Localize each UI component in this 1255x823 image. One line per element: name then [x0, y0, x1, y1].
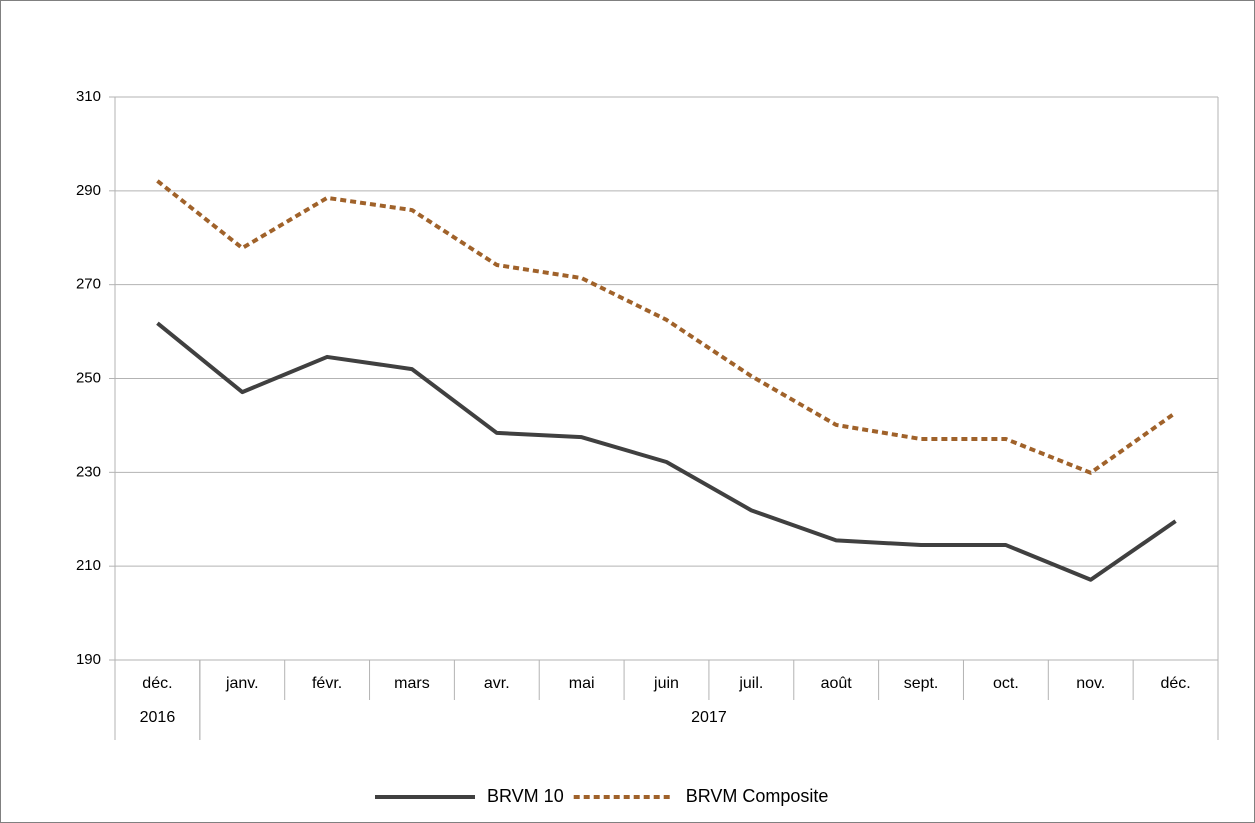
- x-tick-label: oct.: [993, 675, 1019, 692]
- x-tick-label: déc.: [1160, 675, 1190, 692]
- legend-label: BRVM 10: [487, 786, 564, 806]
- y-tick-label: 290: [76, 182, 101, 199]
- series-line: [156, 321, 1177, 582]
- group-label: 2017: [691, 709, 727, 726]
- x-tick-label: déc.: [142, 675, 172, 692]
- x-tick-label: janv.: [225, 675, 259, 692]
- x-tick-label: mai: [569, 675, 595, 692]
- y-tick-label: 210: [76, 557, 101, 574]
- x-tick-label: sept.: [904, 675, 939, 692]
- x-tick-label: nov.: [1076, 675, 1105, 692]
- y-tick-label: 230: [76, 463, 101, 480]
- y-tick-label: 310: [76, 88, 101, 105]
- x-tick-label: juin: [653, 675, 679, 692]
- y-tick-label: 190: [76, 651, 101, 668]
- group-label: 2016: [140, 709, 176, 726]
- x-tick-label: juil.: [738, 675, 763, 692]
- legend-label: BRVM Composite: [686, 786, 829, 806]
- y-tick-label: 250: [76, 369, 101, 386]
- y-tick-label: 270: [76, 276, 101, 293]
- x-tick-label: avr.: [484, 675, 510, 692]
- series-line: [156, 179, 1177, 475]
- x-tick-label: févr.: [312, 675, 342, 692]
- x-tick-label: août: [821, 675, 853, 692]
- x-tick-label: mars: [394, 675, 430, 692]
